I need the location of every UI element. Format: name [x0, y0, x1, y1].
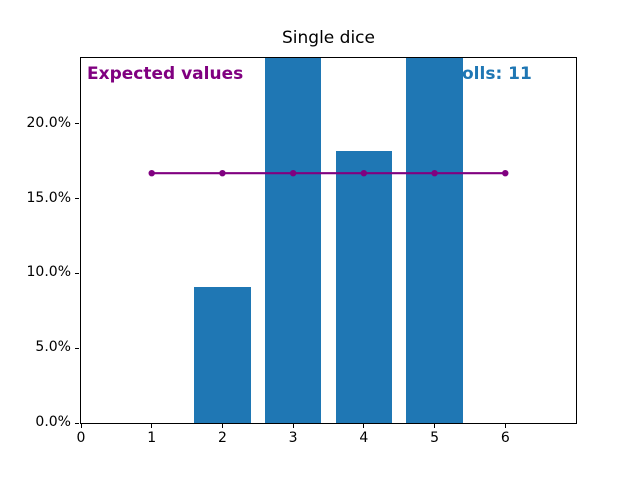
line-marker-5	[431, 169, 438, 177]
x-tick-label-6: 6	[500, 430, 510, 446]
x-tick-6	[504, 424, 506, 428]
x-tick-label-1: 1	[147, 430, 157, 446]
y-tick-label-20: 20.0%	[26, 114, 71, 131]
x-tick-1	[151, 424, 153, 428]
y-tick-10	[75, 272, 79, 274]
x-tick-label-0: 0	[76, 430, 86, 446]
chart-title: Single dice	[282, 28, 375, 48]
y-tick-15	[75, 198, 79, 200]
bar-2	[194, 286, 251, 423]
x-tick-label-5: 5	[430, 430, 440, 446]
bar-4	[335, 150, 393, 423]
line-marker-3	[289, 169, 297, 177]
x-tick-2	[221, 424, 223, 428]
line-marker-2	[219, 169, 226, 177]
y-tick-label-15: 15.0%	[26, 189, 71, 206]
line-marker-4	[360, 169, 368, 177]
x-tick-4	[363, 424, 365, 428]
x-tick-label-3: 3	[288, 430, 298, 446]
x-tick-label-2: 2	[217, 430, 227, 446]
bar-3	[264, 58, 322, 423]
x-tick-0	[80, 424, 82, 428]
line-marker-6	[502, 169, 509, 177]
line-marker-1	[148, 169, 155, 177]
plot-area: Expected values olls: 11	[80, 57, 577, 424]
y-tick-5	[75, 347, 79, 349]
y-tick-20	[75, 123, 79, 125]
expected-values-line	[148, 169, 509, 177]
bar-5	[406, 58, 463, 423]
y-tick-label-10: 10.0%	[26, 264, 71, 281]
x-tick-label-4: 4	[359, 430, 369, 446]
x-tick-5	[434, 424, 436, 428]
y-tick-0	[75, 422, 79, 424]
y-tick-label-5: 5.0%	[35, 339, 71, 356]
x-tick-3	[292, 424, 294, 428]
rolls-counter-label: olls: 11	[462, 64, 532, 84]
y-tick-label-0: 0.0%	[35, 414, 71, 430]
expected-values-label: Expected values	[87, 64, 244, 84]
